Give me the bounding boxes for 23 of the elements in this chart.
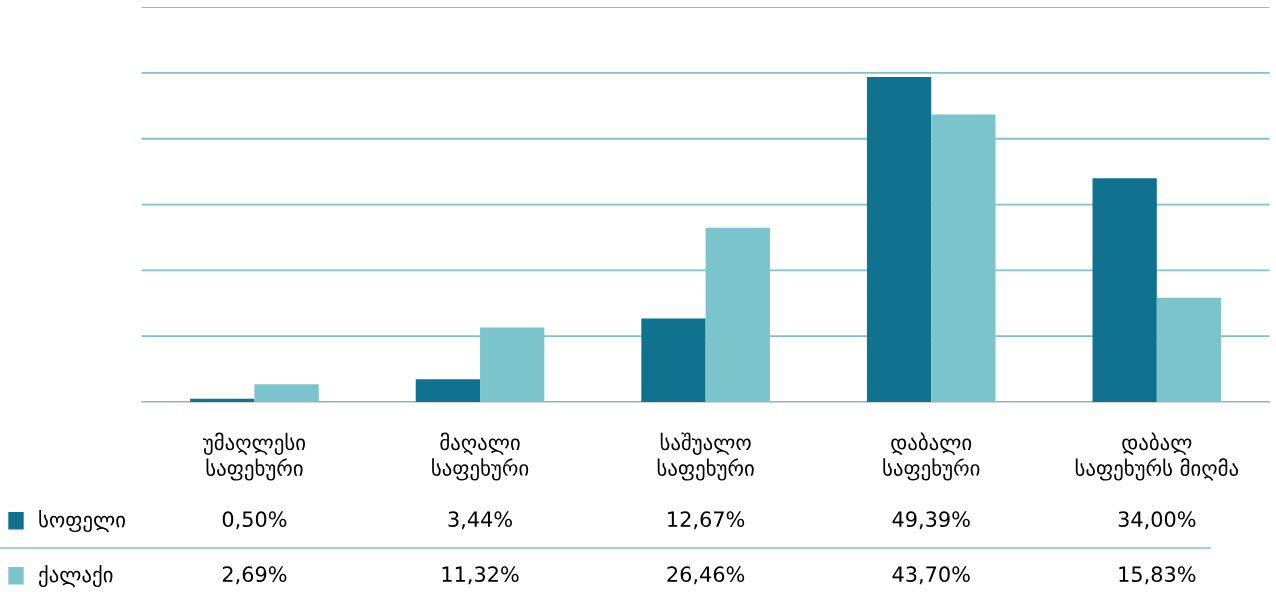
data-label: 0,50% bbox=[222, 511, 287, 530]
data-label: 34,00% bbox=[1118, 511, 1196, 530]
bar bbox=[641, 318, 706, 402]
bar bbox=[1092, 178, 1157, 402]
x-tick-label: უმაღლესი საფეხური bbox=[202, 432, 305, 481]
data-label: 12,67% bbox=[668, 511, 745, 530]
x-tick-label: დაბალ საფეხურს მიღმა bbox=[1075, 432, 1239, 481]
bar bbox=[254, 384, 319, 402]
bar bbox=[190, 398, 255, 402]
data-label: 26,46% bbox=[667, 566, 745, 585]
bar bbox=[415, 379, 481, 402]
x-tick-label: დაბალი საფეხური bbox=[883, 432, 980, 481]
data-label: 11,32% bbox=[442, 566, 519, 585]
data-label: 3,44% bbox=[448, 511, 512, 530]
data-label: 15,83% bbox=[1119, 566, 1196, 585]
x-tick-label: საშუალო საფეხური bbox=[657, 432, 754, 481]
bar bbox=[866, 76, 932, 402]
data-label: 2,69% bbox=[222, 566, 287, 585]
data-label: 49,39% bbox=[892, 511, 970, 530]
data-label: 43,70% bbox=[892, 566, 970, 585]
legend-label: სოფელი bbox=[39, 509, 125, 533]
x-tick-label: მაღალი საფეხური bbox=[432, 432, 529, 481]
legend-label: ქალაქი bbox=[39, 564, 113, 588]
